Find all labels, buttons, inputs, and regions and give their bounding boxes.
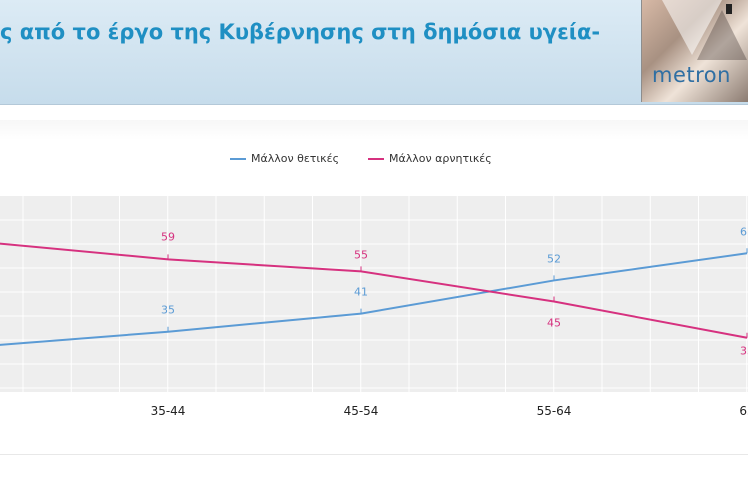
legend-label-positive: Μάλλον θετικές [251,152,340,165]
data-label: 33 [740,345,748,358]
data-label: 59 [161,230,175,243]
legend-item-negative[interactable]: Μάλλον αρνητικές [368,152,492,168]
data-label: 45 [547,317,561,330]
data-label: 52 [547,252,561,265]
divider [0,454,748,455]
logo-mark [726,4,732,14]
legend-label-negative: Μάλλον αρνητικές [389,152,492,165]
data-label: 55 [354,248,368,261]
data-label: 61 [740,225,748,238]
header-banner: ς από το έργο της Κυβέρνησης στη δημόσια… [0,0,748,105]
data-label: 41 [354,286,368,299]
x-tick-label: 65 [739,404,748,418]
x-tick-label: 45-54 [344,404,379,418]
logo-shard-decoration [662,0,722,55]
data-label: 35 [161,304,175,317]
page-title: ς από το έργο της Κυβέρνησης στη δημόσια… [0,20,601,44]
x-tick-label: 55-64 [537,404,572,418]
legend-swatch-negative [368,158,384,160]
plot-area [0,196,748,392]
legend-item-positive[interactable]: Μάλλον θετικές [230,152,339,168]
legend-swatch-positive [230,158,246,160]
metron-logo: metron [641,0,748,102]
x-tick-label: 35-44 [151,404,186,418]
logo-text: metron [652,63,731,87]
chart-panel-top [0,120,748,140]
logo-shard-decoration [697,10,747,60]
